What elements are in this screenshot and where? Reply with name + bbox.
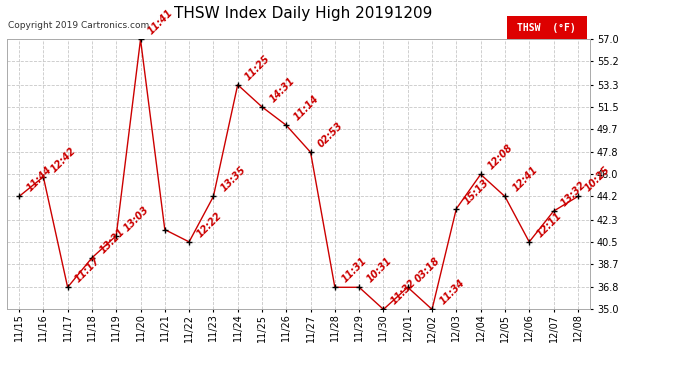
Text: 12:22: 12:22 (195, 210, 224, 239)
Text: 15:13: 15:13 (462, 177, 491, 206)
Text: 10:25: 10:25 (583, 165, 612, 194)
Text: 02:53: 02:53 (316, 121, 345, 150)
Text: 03:18: 03:18 (413, 256, 442, 285)
Text: 12:41: 12:41 (511, 165, 540, 194)
Text: 13:21: 13:21 (97, 226, 126, 255)
Text: 11:41: 11:41 (146, 8, 175, 37)
Text: 10:31: 10:31 (365, 256, 393, 285)
Text: THSW Index Daily High 20191209: THSW Index Daily High 20191209 (175, 6, 433, 21)
Text: 11:44: 11:44 (25, 165, 54, 194)
Text: 11:25: 11:25 (244, 53, 272, 82)
Text: 12:08: 12:08 (486, 143, 515, 172)
Text: THSW  (°F): THSW (°F) (518, 23, 576, 33)
Text: 11:17: 11:17 (73, 256, 102, 285)
Text: 12:42: 12:42 (49, 145, 78, 174)
Text: 14:31: 14:31 (268, 75, 297, 104)
Text: 11:34: 11:34 (437, 278, 466, 307)
Text: 11:31: 11:31 (340, 256, 369, 285)
Text: 13:32: 13:32 (559, 180, 588, 209)
Text: Copyright 2019 Cartronics.com: Copyright 2019 Cartronics.com (8, 21, 150, 30)
Text: 12:11: 12:11 (535, 210, 564, 239)
Text: 11:32: 11:32 (389, 278, 418, 307)
Text: 11:14: 11:14 (292, 94, 321, 123)
Text: 13:35: 13:35 (219, 165, 248, 194)
Text: 13:03: 13:03 (121, 204, 150, 233)
